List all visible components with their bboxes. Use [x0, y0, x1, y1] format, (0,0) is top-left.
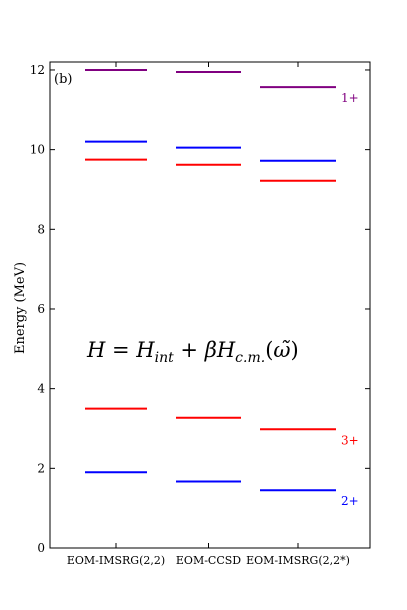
- plot-frame: [49, 61, 371, 549]
- method-label-1: EOM-CCSD: [176, 554, 241, 567]
- y-tick-label-6: 6: [37, 302, 45, 316]
- annotation-h-cm: H: [216, 338, 236, 362]
- annotation-h: H: [86, 338, 106, 362]
- series-label-3: 3+: [341, 433, 359, 447]
- y-axis-label: Energy (MeV): [13, 262, 28, 354]
- y-axis: 0 2 4 6 8 10 12: [30, 63, 370, 555]
- annotation-plus: +: [174, 338, 205, 362]
- method-label-0: EOM-IMSRG(2,2): [67, 554, 165, 567]
- annotation-close-paren: ): [291, 338, 299, 362]
- annotation-equals: =: [105, 338, 136, 362]
- y-tick-label-10: 10: [30, 143, 45, 157]
- annotation-omega: ω̃: [273, 338, 290, 362]
- panel-label: (b): [54, 72, 72, 87]
- method-label-2: EOM-IMSRG(2,2*): [246, 554, 350, 567]
- hamiltonian-annotation: H = Hint + βHc.m.(ω̃): [86, 338, 299, 366]
- series-labels: 1+ 3+ 2+: [341, 91, 359, 508]
- annotation-h-int: H: [135, 338, 155, 362]
- x-axis: EOM-IMSRG(2,2) EOM-CCSD EOM-IMSRG(2,2*): [67, 62, 350, 567]
- annotation-sub-cm: c.m.: [235, 350, 265, 366]
- annotation-beta: β: [204, 338, 217, 362]
- annotation-open-paren: (: [265, 338, 273, 362]
- y-tick-label-12: 12: [30, 63, 45, 77]
- y-tick-label-8: 8: [37, 222, 45, 236]
- y-tick-label-4: 4: [37, 382, 45, 396]
- series-label-0: 1+: [341, 91, 359, 105]
- series-label-4: 2+: [341, 494, 359, 508]
- energy-levels: [85, 68, 336, 492]
- annotation-sub-int: int: [155, 350, 174, 366]
- y-tick-label-2: 2: [37, 461, 45, 475]
- y-tick-label-0: 0: [37, 541, 45, 555]
